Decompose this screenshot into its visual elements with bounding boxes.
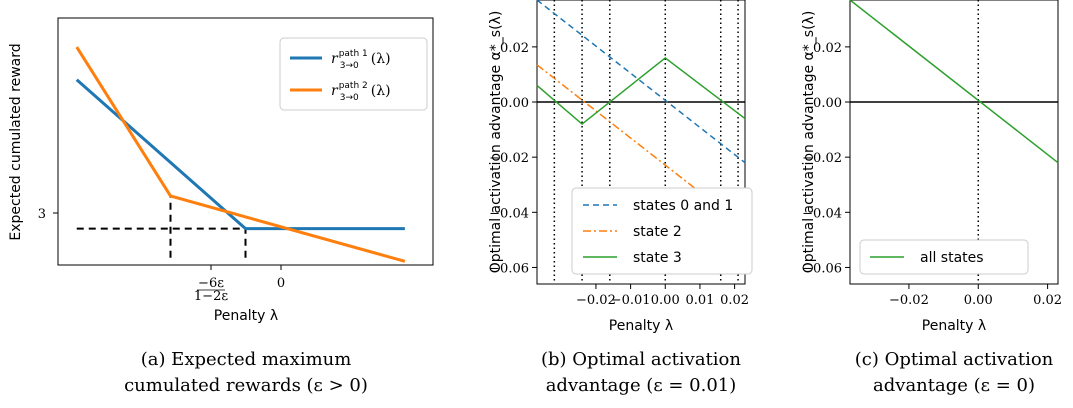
legend-label-states-0-1: states 0 and 1 (633, 198, 733, 214)
panel-b-plot: −0.02−0.01 0.00 0.01 0.020.020.00−0.02−0.04… (489, 0, 749, 308)
panel-b-y-tick-label-3: −0.04 (489, 206, 529, 221)
panel-a-y-tick-3: 3 (38, 207, 58, 222)
tick-label: 0 (277, 276, 285, 291)
caption-c-line1: (c) Optimal activation (855, 349, 1054, 370)
legend-box (571, 187, 753, 275)
panel-b-legend: states 0 and 1 state 2 state 3 (571, 187, 753, 275)
panel-a-frame (57, 17, 434, 266)
panel-b-ylabel: Optimal activation advantage α*_s(λ) (488, 11, 504, 274)
panel-a-x-tick-zero: 0 (277, 265, 285, 291)
panel-b-y-tick-label-0: 0.02 (500, 41, 529, 56)
series-line-path1 (75, 78, 405, 231)
panel-c-y-tick-label-4: −0.06 (802, 261, 842, 276)
panel-c-plot: −0.02 0.00 0.02 0.02 0.00 −0.02 −0.04 −0.06 (802, 0, 1062, 308)
caption-b-line2: advantage (ε = 0.01) (546, 375, 737, 396)
panel-a-plot (75, 46, 406, 263)
panel-b-xlabel: Penalty λ (609, 318, 673, 334)
series-line-path2 (75, 46, 406, 263)
panel-c-y-tick-label-2: −0.02 (802, 151, 842, 166)
panel-b-y-tick-label-1: 0.00 (500, 96, 529, 111)
caption-c-line2: advantage (ε = 0) (873, 375, 1035, 396)
panel-a-legend: rpath 1 3→0 (λ) rpath 2 3→0 (λ) (279, 37, 428, 111)
legend-label-path2: rpath 2 3→0 (λ) (331, 81, 391, 103)
panel-b-x-tick-label-3: 0.01 (685, 293, 714, 308)
panel-c-x-tick-label-1: 0.00 (964, 293, 993, 308)
panel-a-xlabel: Penalty λ (214, 308, 278, 324)
legend-box (279, 37, 428, 111)
tick-label-denominator: 1−2ε (194, 289, 228, 304)
panel-c-x-tick-label-0: −0.02 (889, 293, 929, 308)
panel-c-legend: all states (859, 239, 1029, 275)
panel-b-y-tick-label-4: −0.06 (489, 261, 529, 276)
panel-b-x-tick-label-2: 0.00 (651, 293, 680, 308)
panel-b-series-line-0 (536, 0, 746, 164)
panel-c-y-tick-label-3: −0.04 (802, 206, 842, 221)
tick-label-numerator: −6ε (198, 276, 224, 291)
tick-label: 3 (38, 207, 46, 222)
caption-a-line2: cumulated rewards (ε > 0) (124, 375, 368, 396)
panel-c-y-tick-label-0: 0.02 (813, 41, 842, 56)
legend-label-state-3: state 3 (633, 250, 682, 266)
legend-label-path1: rpath 1 3→0 (λ) (331, 49, 391, 71)
panel-b-frame (536, 0, 746, 285)
panel-a-x-tick-neg6eps: −6ε 1−2ε (194, 265, 228, 304)
legend-box (859, 239, 1029, 275)
legend-label-all-states: all states (920, 250, 984, 266)
panel-b-y-tick-label-2: −0.02 (489, 151, 529, 166)
panel-c-ylabel: Optimal activation advantage α*_s(λ) (801, 11, 817, 274)
panel-c-y-tick-label-1: 0.00 (813, 96, 842, 111)
panel-b-series-line-2 (536, 56, 746, 126)
caption-a-line1: (a) Expected maximum (141, 349, 352, 370)
panel-a-ylabel: Expected cumulated reward (8, 43, 24, 240)
panel-c-x-tick-label-2: 0.02 (1033, 293, 1062, 308)
panel-c-xlabel: Penalty λ (922, 318, 986, 334)
panel-c-frame (849, 0, 1059, 285)
panel-b-x-tick-label-1: −0.01 (611, 293, 651, 308)
panel-c-series-line-0 (849, 0, 1059, 164)
caption-b-line1: (b) Optimal activation (541, 349, 741, 370)
panel-b-x-tick-label-4: 0.02 (720, 293, 749, 308)
panel-b-x-tick-label-0: −0.02 (576, 293, 616, 308)
legend-label-state-2: state 2 (633, 224, 682, 240)
